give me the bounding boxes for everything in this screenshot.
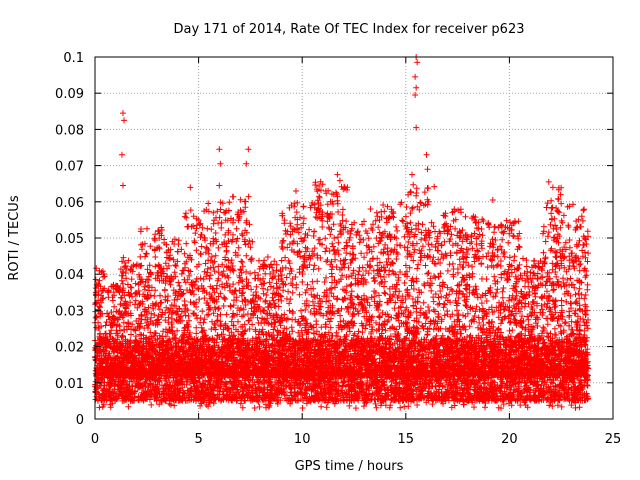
- roti-spike-point: [425, 198, 432, 205]
- x-tick-label: 10: [294, 432, 311, 447]
- x-tick-label: 5: [194, 432, 202, 447]
- y-tick-label: 0.08: [55, 123, 84, 138]
- y-tick-label: 0.1: [63, 51, 84, 66]
- x-tick-label: 25: [605, 432, 622, 447]
- roti-spike-point: [119, 182, 126, 189]
- roti-spike-point: [413, 84, 420, 91]
- x-tick-label: 0: [91, 432, 99, 447]
- roti-spike-point: [367, 206, 374, 213]
- y-axis-label: ROTI / TECUs: [7, 195, 22, 280]
- y-tick-label: 0.02: [55, 341, 84, 356]
- chart-title: Day 171 of 2014, Rate Of TEC Index for r…: [174, 22, 525, 37]
- y-tick-label: 0.09: [55, 87, 84, 102]
- y-tick-label: 0.05: [55, 232, 84, 247]
- y-tick-label: 0.03: [55, 304, 84, 319]
- roti-spike-point: [119, 110, 126, 117]
- roti-spike-point: [423, 151, 430, 158]
- roti-spike-point: [216, 146, 223, 153]
- roti-spike-point: [412, 73, 419, 80]
- roti-spike-point: [118, 151, 125, 158]
- roti-spike-point: [413, 124, 420, 131]
- roti-spike-point: [217, 160, 224, 167]
- roti-spike-point: [412, 92, 419, 99]
- roti-spike-point: [187, 184, 194, 191]
- roti-spike-point: [245, 146, 252, 153]
- y-tick-label: 0.01: [55, 377, 84, 392]
- roti-spike-point: [489, 196, 496, 203]
- x-tick-label: 20: [501, 432, 518, 447]
- roti-spike-point: [121, 117, 128, 124]
- roti-point-markers: [92, 177, 592, 412]
- roti-spike-point: [292, 187, 299, 194]
- roti-spike-point: [545, 178, 552, 185]
- roti-spike-point: [243, 160, 250, 167]
- roti-spike-point: [558, 200, 565, 207]
- y-tick-label: 0: [76, 413, 84, 428]
- roti-spike-point: [334, 171, 341, 178]
- y-tick-label: 0.06: [55, 196, 84, 211]
- roti-spike-point: [414, 59, 421, 66]
- roti-spike-point: [216, 182, 223, 189]
- y-tick-label: 0.04: [55, 268, 84, 283]
- roti-spike-point: [424, 166, 431, 173]
- x-axis-label: GPS time / hours: [295, 459, 404, 474]
- x-tick-label: 15: [398, 432, 415, 447]
- y-tick-label: 0.07: [55, 160, 84, 175]
- axis-ticks: 0 0.01 0.02 0.03 0.04 0.05 0.06 0.07 0.08 0.09 0.1…: [55, 51, 621, 447]
- roti-spike-point: [549, 184, 556, 191]
- roti-spike-point: [409, 171, 416, 178]
